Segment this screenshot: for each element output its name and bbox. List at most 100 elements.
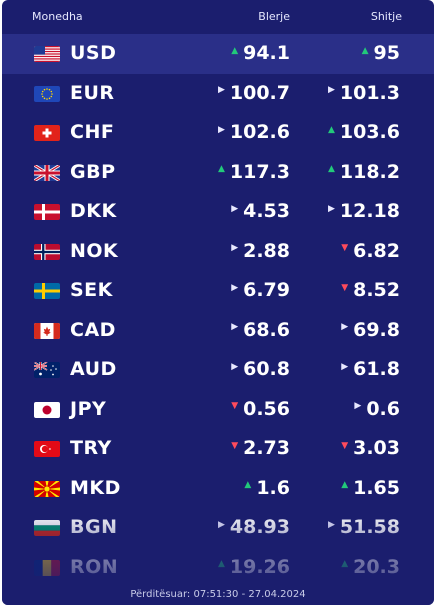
buy-rate: ▶ 100.7: [218, 82, 290, 104]
tr-flag-icon: [34, 441, 60, 457]
trend-down-icon: ▼: [341, 243, 349, 253]
trend-up-icon: ▲: [327, 164, 335, 174]
sell-rate-value: 69.8: [353, 318, 400, 341]
sell-column-header: Shitje: [370, 10, 402, 23]
sell-rate-value: 8.52: [353, 279, 400, 301]
rate-row-dkk: DKK ▶ 4.53 ▶ 12.18: [2, 192, 434, 232]
rate-row-ron: RON ▲ 19.26 ▲ 20.3: [2, 548, 434, 588]
sell-rate-value: 6.82: [353, 239, 400, 262]
buy-rate: ▲ 1.6: [244, 477, 290, 499]
sell-rate: ▼ 6.82: [341, 240, 400, 262]
sell-rate-value: 1.65: [353, 476, 400, 499]
buy-rate-value: 2.88: [243, 239, 290, 262]
buy-column-header: Blerje: [258, 10, 290, 23]
rate-row-gbp: GBP ▲ 117.3 ▲ 118.2: [2, 153, 434, 193]
rate-row-chf: CHF ▶ 102.6 ▲ 103.6: [2, 113, 434, 153]
buy-rate-value: 68.6: [243, 318, 290, 341]
trend-up-icon: ▲: [341, 480, 349, 490]
sell-rate-value: 20.3: [353, 555, 400, 578]
ch-flag-icon: [34, 125, 60, 141]
rate-row-eur: EUR ▶ 100.7 ▶ 101.3: [2, 74, 434, 114]
trend-flat-icon: ▶: [231, 203, 239, 214]
buy-rate-value: 117.3: [229, 160, 290, 183]
rate-row-try: TRY ▼ 2.73 ▼ 3.03: [2, 429, 434, 469]
rate-row-cad: CAD ▶ 68.6 ▶ 69.8: [2, 311, 434, 351]
sell-rate-value: 0.6: [366, 397, 400, 420]
trend-flat-icon: ▶: [327, 519, 335, 530]
buy-rate: ▶ 2.88: [231, 240, 290, 262]
sell-rate-value: 95: [373, 42, 400, 64]
rate-row-nok: NOK ▶ 2.88 ▼ 6.82: [2, 232, 434, 272]
buy-rate-value: 100.7: [229, 81, 290, 104]
buy-rate: ▲ 117.3: [218, 161, 290, 183]
sell-rate: ▶ 61.8: [341, 358, 400, 380]
buy-rate-value: 0.56: [243, 397, 290, 420]
currency-code: RON: [70, 555, 119, 578]
trend-flat-icon: ▶: [217, 519, 225, 530]
currency-code: DKK: [70, 200, 117, 222]
sell-rate-value: 61.8: [353, 358, 400, 380]
trend-flat-icon: ▶: [217, 124, 225, 135]
table-header: Monedha Blerje Shitje: [2, 0, 434, 32]
buy-rate: ▲ 94.1: [231, 42, 290, 64]
buy-rate-value: 102.6: [229, 121, 290, 143]
currency-column-header: Monedha: [32, 10, 83, 23]
buy-rate: ▼ 2.73: [231, 437, 290, 459]
trend-flat-icon: ▶: [327, 85, 335, 95]
buy-rate: ▶ 48.93: [218, 516, 290, 538]
buy-rate-value: 6.79: [243, 279, 290, 301]
sell-rate: ▶ 0.6: [354, 398, 400, 420]
sell-rate: ▶ 101.3: [328, 82, 400, 104]
rate-row-jpy: JPY ▼ 0.56 ▶ 0.6: [2, 390, 434, 430]
sell-rate-value: 118.2: [339, 160, 400, 183]
trend-flat-icon: ▶: [231, 282, 239, 293]
no-flag-icon: [34, 243, 60, 260]
buy-rate: ▶ 60.8: [231, 358, 290, 380]
trend-down-icon: ▼: [341, 282, 349, 293]
trend-up-icon: ▲: [217, 164, 225, 174]
buy-rate: ▲ 19.26: [218, 556, 290, 578]
sell-rate: ▶ 51.58: [328, 516, 400, 538]
currency-code: TRY: [70, 437, 112, 459]
buy-rate: ▼ 0.56: [231, 398, 290, 420]
mk-flag-icon: [34, 480, 60, 497]
buy-rate: ▶ 6.79: [231, 279, 290, 301]
buy-rate: ▶ 68.6: [231, 319, 290, 341]
rate-row-usd: USD ▲ 94.1 ▲ 95: [2, 34, 434, 74]
ro-flag-icon: [34, 559, 60, 576]
trend-up-icon: ▲: [327, 124, 335, 135]
trend-up-icon: ▲: [361, 45, 369, 56]
currency-code: JPY: [70, 397, 107, 420]
dk-flag-icon: [34, 204, 60, 220]
rates-list: USD ▲ 94.1 ▲ 95 EUR ▶ 100.7 ▶ 101.3 CHF ▶ 102.6 ▲ 103.…: [2, 34, 434, 587]
sell-rate: ▲ 118.2: [328, 161, 400, 183]
currency-code: CAD: [70, 318, 116, 341]
buy-rate-value: 4.53: [243, 200, 290, 222]
jp-flag-icon: [34, 401, 60, 418]
trend-flat-icon: ▶: [231, 322, 239, 332]
sell-rate: ▼ 3.03: [341, 437, 400, 459]
trend-flat-icon: ▶: [341, 361, 349, 372]
trend-up-icon: ▲: [244, 480, 252, 490]
se-flag-icon: [34, 283, 60, 299]
last-updated-text: Përditësuar: 07:51:30 - 27.04.2024: [130, 589, 306, 600]
us-flag-icon: [34, 46, 60, 62]
rate-row-mkd: MKD ▲ 1.6 ▲ 1.65: [2, 469, 434, 509]
sell-rate: ▼ 8.52: [341, 279, 400, 301]
buy-rate-value: 19.26: [229, 555, 290, 578]
trend-up-icon: ▲: [231, 45, 239, 56]
trend-up-icon: ▲: [217, 559, 225, 569]
trend-flat-icon: ▶: [231, 243, 239, 253]
currency-code: USD: [70, 42, 117, 64]
sell-rate: ▲ 103.6: [328, 121, 400, 143]
currency-code: AUD: [70, 358, 117, 380]
currency-code: EUR: [70, 81, 115, 104]
currency-code: CHF: [70, 121, 115, 143]
trend-flat-icon: ▶: [341, 322, 349, 332]
sell-rate: ▲ 20.3: [341, 556, 400, 578]
sell-rate-value: 51.58: [339, 516, 400, 538]
buy-rate: ▶ 4.53: [231, 200, 290, 222]
currency-code: BGN: [70, 516, 118, 538]
sell-rate-value: 103.6: [339, 121, 400, 143]
